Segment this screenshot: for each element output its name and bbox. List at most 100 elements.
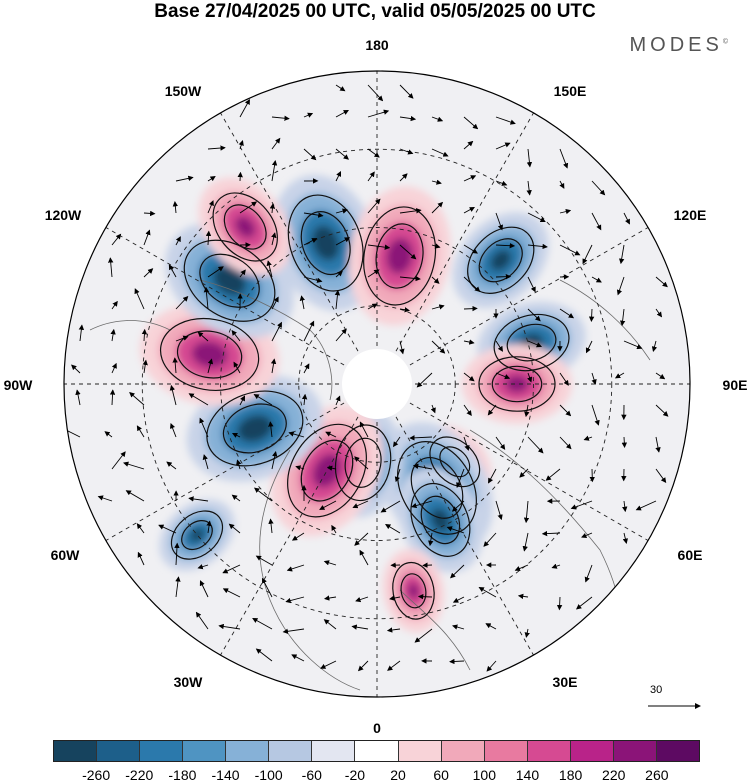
lon-label-0: 0 [373, 720, 381, 736]
height-contour [300, 211, 351, 276]
wind-vector [526, 180, 532, 196]
wind-vector [409, 435, 433, 441]
wind-vector [495, 180, 508, 186]
wind-vector [386, 627, 401, 633]
map-disk [64, 71, 690, 697]
wind-vector [456, 468, 465, 489]
wind-vector [134, 288, 145, 310]
wind-vector [285, 596, 305, 604]
wind-vector [323, 619, 337, 630]
wind-vector [463, 244, 478, 254]
colorbar-swatch [269, 741, 313, 761]
wind-vector [143, 229, 151, 246]
brand-mark: © [722, 38, 728, 46]
wind-vector [261, 577, 273, 598]
wind-vector [487, 404, 497, 416]
wind-vector [575, 596, 593, 610]
wind-vector [266, 260, 273, 278]
wind-vector [252, 617, 273, 630]
wind-vector [111, 451, 126, 470]
wind-vector [584, 564, 593, 583]
wind-vector [431, 304, 445, 310]
wind-vector [367, 171, 375, 182]
wind-vector [559, 180, 565, 189]
wind-vector [583, 435, 593, 441]
colorbar-swatch [226, 741, 270, 761]
wind-vector [545, 468, 561, 481]
wind-vector [303, 212, 324, 218]
wind-vector [495, 500, 503, 521]
wind-vector [218, 623, 241, 630]
height-contour [375, 223, 424, 289]
wind-vector [168, 264, 177, 278]
wind-vector [463, 206, 475, 214]
height-contour [478, 238, 523, 283]
wind-vector [452, 624, 465, 630]
wind-vector [623, 212, 630, 225]
wind-vector [355, 596, 369, 603]
wind-vector [414, 628, 433, 643]
colorbar-label: 220 [602, 767, 626, 783]
colorbar-swatch [484, 741, 528, 761]
wind-vector [175, 295, 189, 310]
anomaly-contour-fill [213, 265, 247, 296]
colorbar-label: -100 [254, 767, 283, 783]
colorbar-label: 60 [433, 767, 449, 783]
wind-vector [623, 340, 643, 350]
wind-vector [618, 244, 625, 265]
wind-vector [207, 145, 226, 151]
meridian-line [220, 112, 363, 359]
wind-vector [527, 243, 548, 250]
wind-vector [335, 84, 346, 92]
wind-vector [463, 140, 474, 150]
wind-vector [399, 115, 417, 122]
meridian-line [105, 398, 352, 541]
wind-vector [399, 84, 414, 99]
wind-vector [527, 212, 546, 223]
wind-vector [268, 421, 274, 438]
wind-vector [205, 230, 212, 246]
wind-vector [129, 392, 145, 406]
wind-vector [392, 436, 401, 448]
wind-vector [559, 208, 572, 215]
wind-vector [253, 487, 273, 502]
wind-vector [222, 588, 241, 598]
colorbar-label: 260 [645, 767, 669, 783]
wind-vector [239, 269, 246, 278]
wind-vector [335, 109, 349, 118]
wind-vector [591, 372, 597, 385]
wind-vector [591, 180, 606, 196]
wind-vector [202, 454, 209, 470]
wind-vector [367, 303, 378, 310]
wind-vector [431, 276, 440, 284]
wind-vector [125, 490, 145, 502]
wind-vector [111, 300, 118, 310]
wind-vector [452, 596, 465, 603]
wind-vector [367, 244, 391, 250]
height-contour [363, 206, 437, 306]
wind-vector [301, 393, 308, 406]
map-title: Base 27/04/2025 00 UTC, valid 05/05/2025… [154, 1, 596, 22]
wind-vector [449, 658, 465, 665]
wind-vector [207, 358, 214, 374]
wind-vector [231, 494, 241, 502]
colorbar-label: 180 [558, 767, 583, 783]
height-contour [287, 194, 364, 292]
wind-vector [207, 176, 216, 182]
wind-vector [335, 208, 348, 214]
wind-vector [174, 542, 180, 566]
height-contour [223, 204, 267, 250]
wind-vector [271, 115, 290, 121]
anomaly-contour-fill [237, 414, 273, 443]
wind-vector [622, 500, 628, 513]
wind-vector [524, 404, 530, 418]
wind-vector [526, 148, 533, 168]
wind-vector [166, 461, 177, 470]
wind-vector [651, 340, 658, 352]
meridian-line [391, 112, 534, 359]
wind-vector [255, 555, 273, 566]
colorbar-label: 140 [515, 767, 540, 783]
wind-vector [412, 463, 433, 470]
wind-vector [299, 295, 306, 310]
wind-vector [268, 518, 274, 534]
